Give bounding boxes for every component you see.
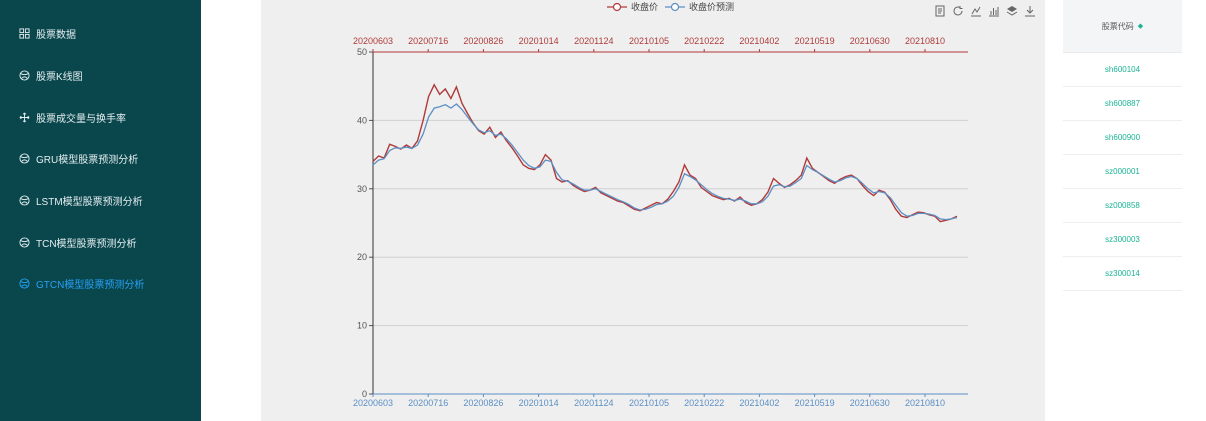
x-tick-label-top: 20210630 <box>850 36 890 46</box>
globe-icon <box>18 194 30 206</box>
data-view-icon[interactable] <box>933 4 947 18</box>
x-tick-label-bottom: 20210810 <box>905 398 945 408</box>
x-tick-label-bottom: 20210402 <box>739 398 779 408</box>
series-line-predicted <box>372 103 958 221</box>
x-tick-label-bottom: 20200603 <box>353 398 393 408</box>
sidebar-item-label: GRU模型股票预测分析 <box>36 154 139 166</box>
sidebar: 股票数据股票K线图股票成交量与换手率 GRU模型股票预测分析 LSTM模型股票预测分… <box>0 0 201 421</box>
globe-icon <box>18 69 30 81</box>
x-tick-label-top: 20210105 <box>629 36 669 46</box>
x-tick-label-top: 20201014 <box>519 36 559 46</box>
table-header[interactable]: 股票代码 ◆ <box>1063 0 1182 53</box>
chart-toolbar <box>933 4 1037 18</box>
line-chart: 0102030405020200603202006032020071620200… <box>353 1 968 408</box>
legend-label: 收盘价预测 <box>689 1 734 12</box>
globe-icon <box>18 152 30 164</box>
sidebar-item-6[interactable]: TCN模型股票预测分析 <box>0 230 201 254</box>
y-tick-label: 50 <box>357 47 367 57</box>
x-tick-label-bottom: 20200716 <box>408 398 448 408</box>
sidebar-item-5[interactable]: LSTM模型股票预测分析 <box>0 188 201 212</box>
table-row[interactable]: sz000001 <box>1063 155 1182 189</box>
x-tick-label-bottom: 20201014 <box>519 398 559 408</box>
x-tick-label-top: 20200603 <box>353 36 393 46</box>
x-tick-label-top: 20210519 <box>795 36 835 46</box>
sidebar-item-7[interactable]: GTCN模型股票预测分析 <box>0 271 201 295</box>
sidebar-item-3[interactable]: 股票成交量与换手率 <box>0 105 201 129</box>
x-tick-label-bottom: 20210519 <box>795 398 835 408</box>
bar-chart-icon[interactable] <box>987 4 1001 18</box>
legend-label: 收盘价 <box>631 1 658 12</box>
series-line-actual <box>372 83 958 223</box>
sidebar-item-4[interactable]: GRU模型股票预测分析 <box>0 146 201 170</box>
sidebar-item-1[interactable]: 股票数据 <box>0 21 201 45</box>
legend-swatch-marker <box>670 2 680 12</box>
table-row[interactable]: sh600887 <box>1063 87 1182 121</box>
globe-icon <box>18 236 30 248</box>
sidebar-item-label: 股票K线图 <box>36 71 83 83</box>
table-row[interactable]: sz300014 <box>1063 257 1182 291</box>
table-row[interactable]: sh600104 <box>1063 53 1182 87</box>
sidebar-item-label: 股票数据 <box>36 29 76 41</box>
x-tick-label-bottom: 20200826 <box>463 398 503 408</box>
x-tick-label-bottom: 20210222 <box>684 398 724 408</box>
stack-icon[interactable] <box>1005 4 1019 18</box>
grid-icon <box>18 27 30 39</box>
download-icon[interactable] <box>1023 4 1037 18</box>
x-tick-label-top: 20200826 <box>463 36 503 46</box>
x-tick-label-top: 20200716 <box>408 36 448 46</box>
y-tick-label: 30 <box>357 184 367 194</box>
stock-code-table: 股票代码 ◆ sh600104 sh600887 sh600900 sz000001 s… <box>1063 0 1182 291</box>
move-icon <box>18 111 30 123</box>
globe-icon <box>18 277 30 289</box>
sidebar-item-label: TCN模型股票预测分析 <box>36 238 137 250</box>
table-row[interactable]: sh600900 <box>1063 121 1182 155</box>
x-tick-label-bottom: 20210630 <box>850 398 890 408</box>
x-tick-label-top: 20210402 <box>739 36 779 46</box>
y-tick-label: 0 <box>362 389 367 399</box>
chart-panel: 0 10 20 30 40 50 20200603 20200603 20200716 20200… <box>261 0 1045 421</box>
sidebar-item-label: LSTM模型股票预测分析 <box>36 196 143 208</box>
sidebar-item-label: GTCN模型股票预测分析 <box>36 279 145 291</box>
x-tick-label-top: 20210810 <box>905 36 945 46</box>
x-tick-label-bottom: 20210105 <box>629 398 669 408</box>
y-tick-label: 40 <box>357 115 367 125</box>
x-tick-label-top: 20210222 <box>684 36 724 46</box>
x-tick-label-top: 20201124 <box>574 36 613 46</box>
sidebar-item-2[interactable]: 股票K线图 <box>0 63 201 87</box>
y-tick-label: 10 <box>357 321 367 331</box>
table-row[interactable]: sz000858 <box>1063 189 1182 223</box>
x-tick-label-bottom: 20201124 <box>574 398 613 408</box>
line-chart-icon[interactable] <box>969 4 983 18</box>
sidebar-item-label: 股票成交量与换手率 <box>36 113 126 125</box>
sort-icon[interactable]: ◆ <box>1137 23 1144 30</box>
table-header-label: 股票代码 <box>1101 21 1134 31</box>
legend-swatch-marker <box>612 2 622 12</box>
y-tick-label: 20 <box>357 252 367 262</box>
table-row[interactable]: sz300003 <box>1063 223 1182 257</box>
restore-icon[interactable] <box>951 4 965 18</box>
